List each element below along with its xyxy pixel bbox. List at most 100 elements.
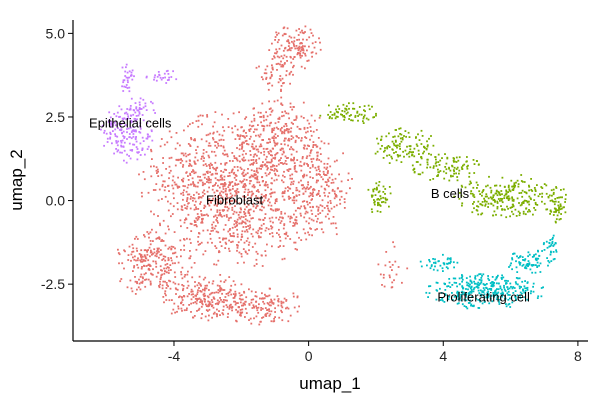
data-point (377, 202, 379, 205)
data-point (193, 224, 196, 227)
data-point (214, 245, 217, 247)
data-point (277, 298, 280, 300)
data-point (548, 245, 551, 248)
data-point (398, 145, 401, 148)
data-point (416, 161, 419, 163)
data-point (192, 182, 195, 185)
data-point (205, 165, 208, 167)
data-point (279, 129, 282, 132)
data-point (154, 254, 157, 257)
data-point (280, 55, 283, 58)
data-point (160, 253, 163, 256)
data-point (494, 184, 496, 187)
data-point (275, 198, 278, 200)
data-point (268, 100, 270, 103)
data-point (504, 290, 507, 292)
data-point (117, 127, 119, 129)
data-point (419, 163, 422, 166)
data-point (192, 197, 194, 199)
data-point (253, 114, 255, 117)
data-point (288, 168, 291, 171)
data-point (116, 144, 119, 147)
data-point (244, 196, 247, 198)
data-point (462, 287, 465, 290)
data-point (285, 231, 288, 234)
data-point (511, 196, 513, 199)
data-point (287, 189, 289, 192)
data-point (213, 227, 216, 230)
data-point (271, 129, 274, 132)
data-point (295, 189, 298, 192)
data-point (267, 161, 269, 164)
data-point (190, 137, 192, 139)
data-point (534, 264, 537, 266)
data-point (250, 217, 253, 220)
data-point (203, 297, 206, 300)
data-point (149, 243, 152, 246)
data-point (345, 105, 348, 108)
data-point (157, 215, 159, 217)
data-point (192, 293, 194, 296)
data-point (165, 70, 168, 73)
data-point (191, 177, 194, 180)
data-point (216, 195, 219, 198)
data-point (492, 204, 495, 207)
data-point (526, 263, 528, 266)
data-point (350, 119, 352, 122)
data-point (279, 75, 282, 77)
data-point (122, 81, 125, 84)
data-point (228, 172, 231, 174)
data-point (471, 192, 474, 195)
data-point (318, 159, 321, 161)
data-point (253, 317, 255, 320)
data-point (283, 143, 286, 146)
data-point (216, 166, 219, 169)
data-point (476, 160, 478, 162)
data-point (229, 160, 231, 162)
data-point (159, 280, 161, 283)
data-point (272, 164, 274, 167)
data-point (205, 140, 208, 143)
data-point (150, 210, 152, 213)
data-point (543, 183, 546, 185)
data-point (164, 186, 167, 188)
data-point (248, 249, 250, 252)
data-point (195, 225, 198, 228)
data-point (329, 115, 331, 118)
data-point (145, 272, 147, 275)
data-point (322, 231, 325, 234)
data-point (483, 301, 486, 303)
data-point (470, 182, 472, 184)
data-point (167, 259, 170, 262)
data-point (255, 197, 258, 200)
data-point (140, 273, 143, 276)
data-point (500, 292, 502, 295)
data-point (403, 135, 405, 137)
data-point (168, 177, 170, 180)
data-point (252, 205, 255, 208)
data-point (235, 211, 238, 214)
data-point (253, 170, 256, 172)
data-point (239, 160, 241, 163)
data-point (214, 198, 217, 201)
data-point (221, 292, 223, 295)
data-point (170, 248, 173, 250)
data-point (270, 158, 273, 161)
data-point (248, 130, 251, 132)
data-point (244, 303, 246, 306)
data-point (261, 307, 264, 310)
data-point (212, 138, 215, 141)
data-point (188, 257, 191, 260)
data-point (225, 187, 227, 190)
data-point (243, 191, 246, 193)
data-point (409, 145, 412, 148)
data-point (367, 188, 370, 191)
data-point (181, 206, 183, 208)
data-point (251, 246, 254, 248)
data-point (490, 189, 493, 192)
data-point (238, 297, 241, 300)
data-point (108, 111, 111, 114)
data-point (540, 287, 543, 289)
data-point (289, 168, 292, 170)
data-point (395, 151, 397, 153)
